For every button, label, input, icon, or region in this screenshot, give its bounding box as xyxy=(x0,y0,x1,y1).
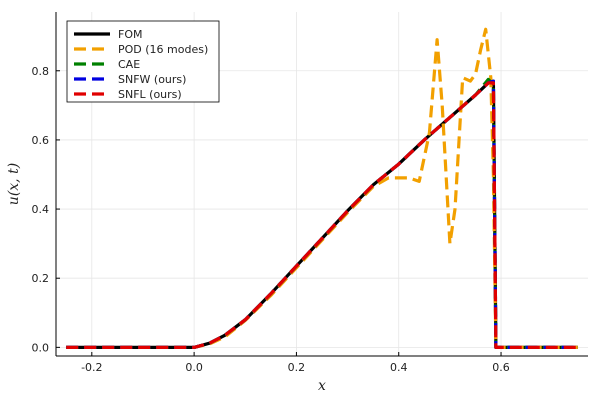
y-tick-label: 0.0 xyxy=(32,341,50,354)
legend-label-2: POD (16 modes) xyxy=(118,43,208,56)
legend-label-1: FOM xyxy=(118,28,142,41)
x-tick-label: -0.2 xyxy=(81,361,102,374)
x-tick-label: 0.6 xyxy=(492,361,510,374)
y-axis-label: u(x, t) xyxy=(6,163,22,205)
series-line-4 xyxy=(66,79,578,349)
plot-series xyxy=(66,27,578,349)
series-line-2 xyxy=(66,27,578,349)
legend-label-4: SNFW (ours) xyxy=(118,73,186,86)
x-tick-label: 0.2 xyxy=(288,361,306,374)
y-tick-label: 0.2 xyxy=(32,272,50,285)
x-tick-label: 0.4 xyxy=(390,361,408,374)
y-tick-label: 0.6 xyxy=(32,134,50,147)
axes-frame xyxy=(55,12,588,357)
legend-label-3: CAE xyxy=(118,58,140,71)
x-ticks: -0.2 0.0 0.2 0.4 0.6 xyxy=(81,352,510,374)
legend: FOM POD (16 modes) CAE SNFW (ours) SNFL (our… xyxy=(66,20,220,103)
grid xyxy=(56,12,588,356)
legend-label-5: SNFL (ours) xyxy=(118,88,182,101)
y-ticks: 0.0 0.2 0.4 0.6 0.8 xyxy=(32,65,60,354)
series-line-5 xyxy=(66,81,578,349)
x-tick-label: 0.0 xyxy=(185,361,203,374)
x-axis-label: x xyxy=(318,378,326,394)
y-tick-label: 0.4 xyxy=(32,203,50,216)
y-tick-label: 0.8 xyxy=(32,65,50,78)
